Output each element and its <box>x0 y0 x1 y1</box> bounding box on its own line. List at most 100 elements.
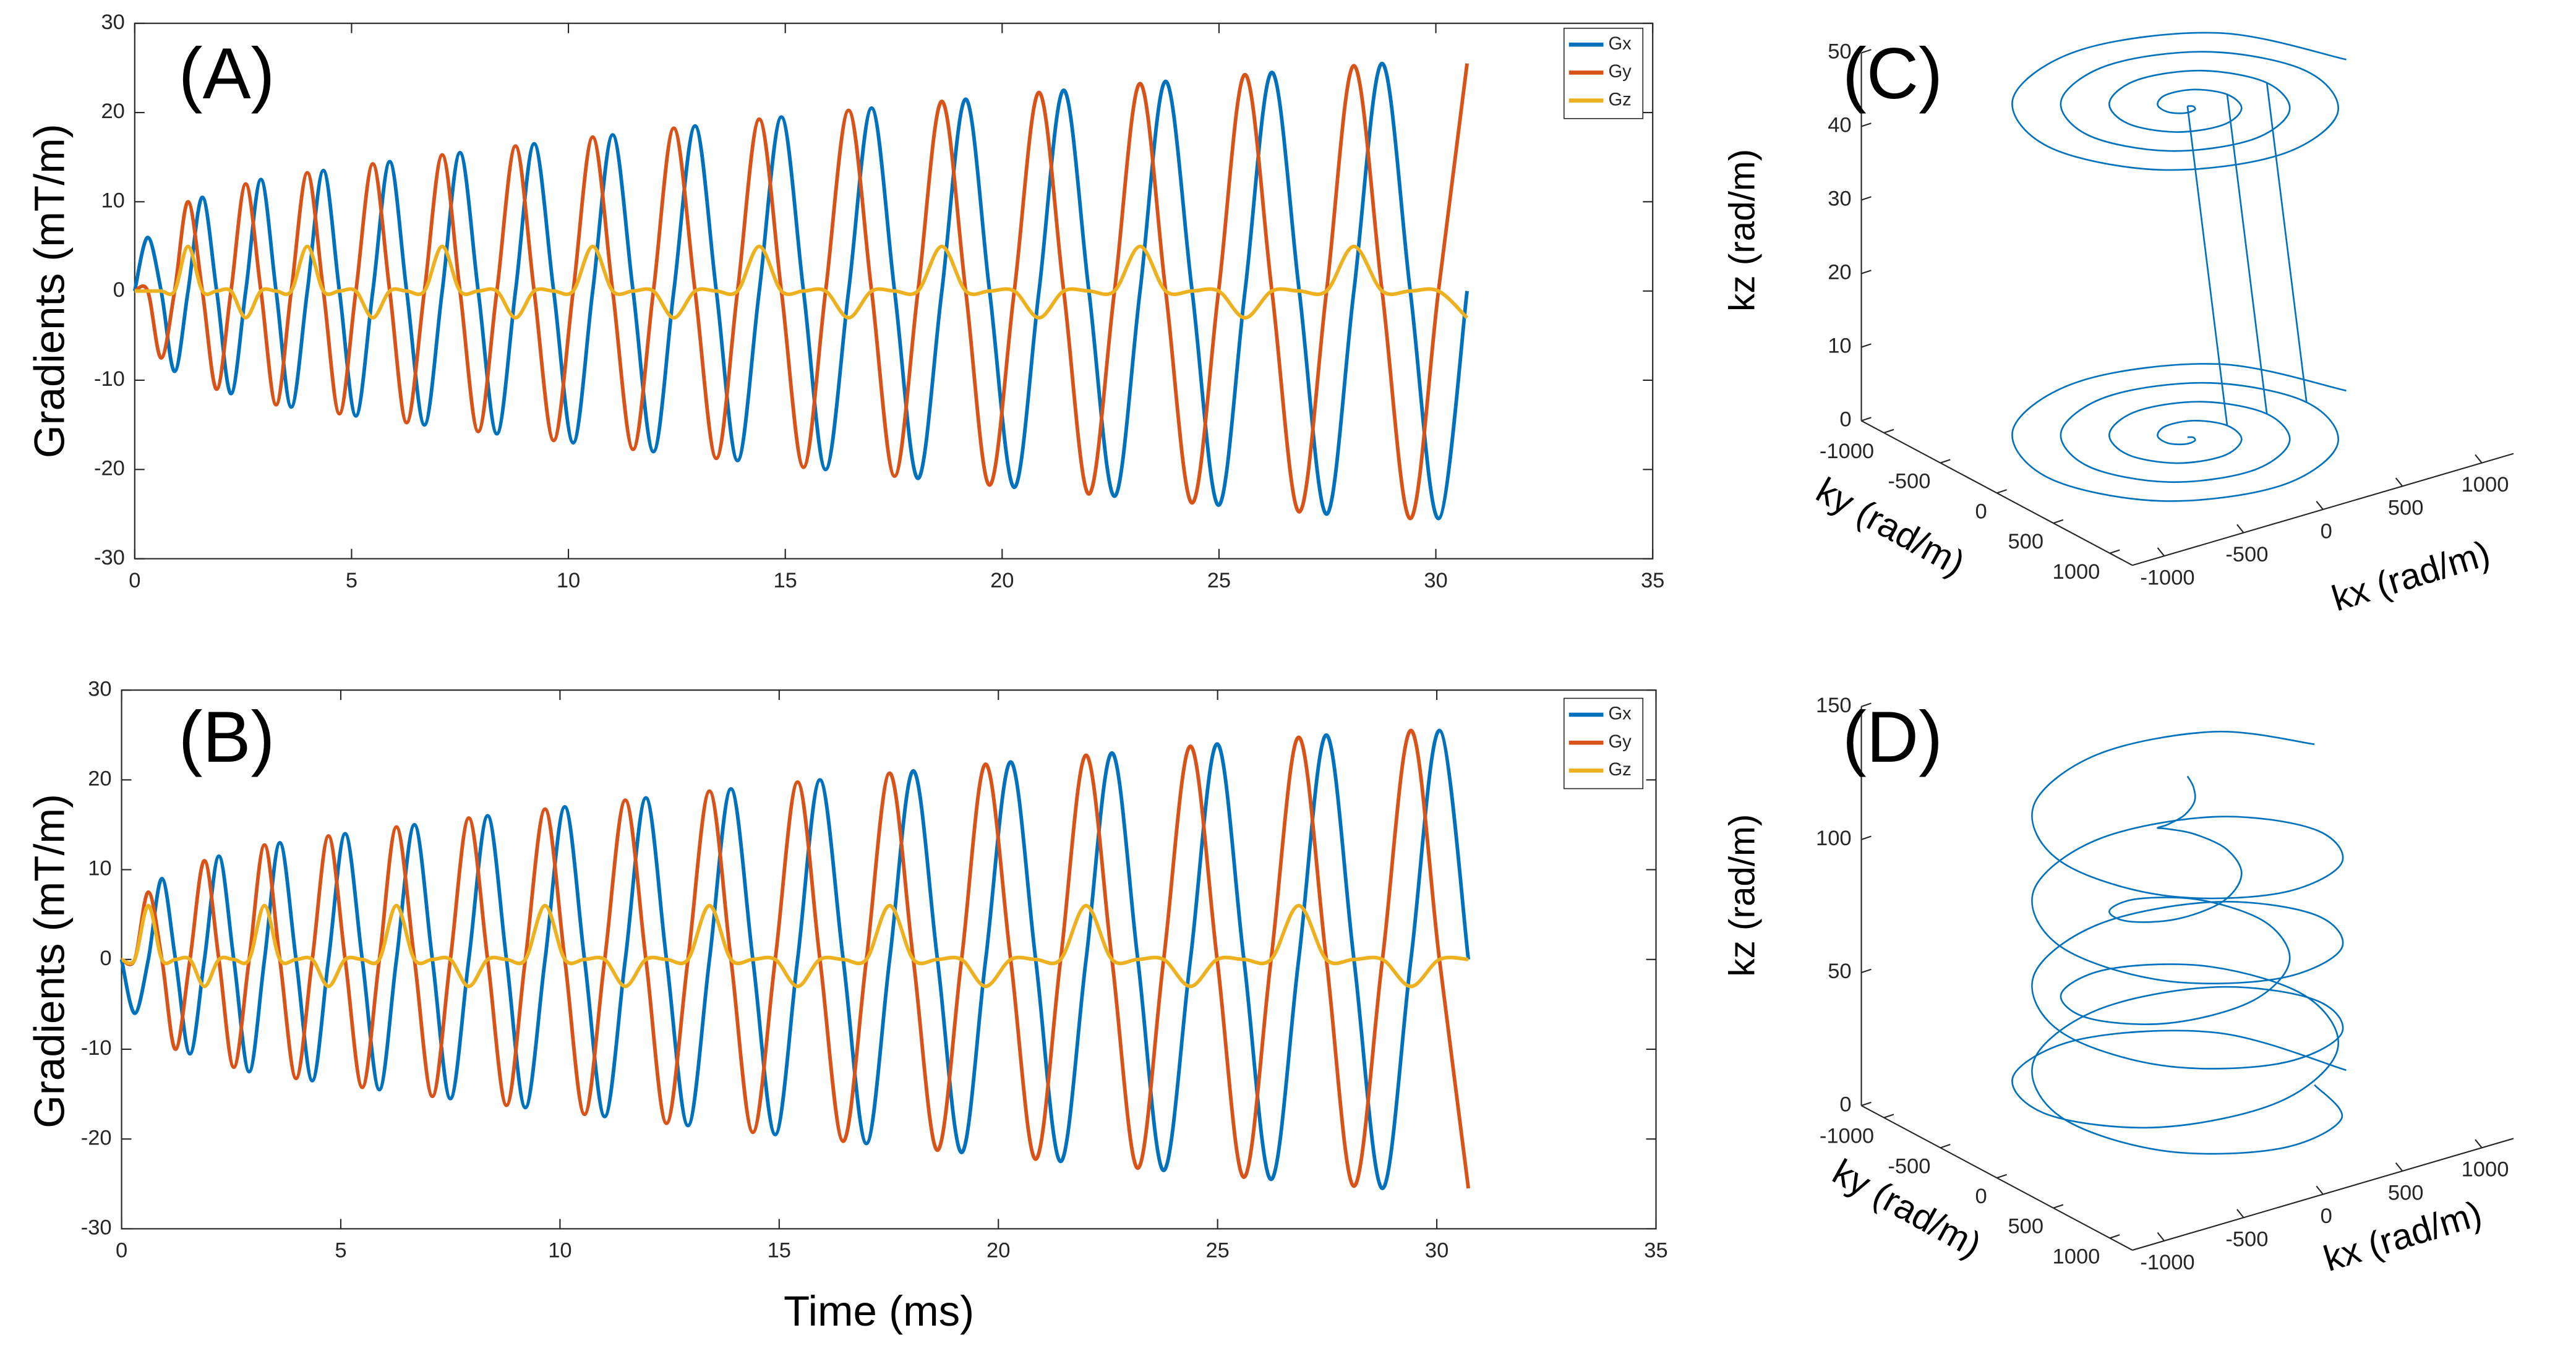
x-tick-label: 35 <box>1644 1239 1667 1263</box>
x-tick-label: -500 <box>2225 543 2268 566</box>
x-tick-label: 0 <box>2321 519 2332 543</box>
legend-label: Gy <box>1608 62 1632 82</box>
x-tick-label: 20 <box>990 569 1014 592</box>
y-tick-label: -30 <box>94 546 125 569</box>
x-tick-label: 15 <box>768 1239 791 1263</box>
z-tick <box>1861 49 1872 54</box>
x-tick-label: 25 <box>1205 1239 1229 1263</box>
x-tick <box>2236 524 2244 534</box>
y-tick <box>1883 1114 1894 1118</box>
series-line <box>119 728 1471 1190</box>
y-tick-label: 0 <box>1975 1185 1987 1208</box>
y-axis-label: Gradients (mT/m) <box>25 124 73 458</box>
x-tick <box>2157 1232 2165 1242</box>
trajectory <box>2011 775 2347 1129</box>
x-tick <box>2475 1139 2483 1149</box>
legend: Gx Gy Gz <box>1563 27 1644 119</box>
z-tick <box>1861 835 1872 840</box>
x-tick-label: 0 <box>2321 1204 2332 1228</box>
x-axis-label: kx (rad/m) <box>2327 533 2494 619</box>
trajectory <box>2011 32 2347 171</box>
y-tick-label: -1000 <box>1820 440 1874 463</box>
y-tick-label: 1000 <box>2053 560 2100 584</box>
x-tick-label: 35 <box>1641 569 1664 592</box>
x-tick-label: 500 <box>2388 496 2424 520</box>
panel-label: (D) <box>1842 696 1943 777</box>
y-tick <box>1996 489 2007 494</box>
y-tick-label: 0 <box>113 278 125 302</box>
legend: Gx Gy Gz <box>1563 697 1644 790</box>
legend-label: Gz <box>1608 90 1631 109</box>
x-tick-label: -1000 <box>2140 1251 2194 1274</box>
trajectory <box>2186 106 2228 426</box>
series-line <box>134 63 1469 521</box>
x-tick-label: 5 <box>346 569 357 592</box>
x-tick-label: 10 <box>548 1239 571 1263</box>
y-tick-label: 10 <box>101 189 124 212</box>
x-tick <box>2395 1162 2403 1172</box>
x-tick-label: 10 <box>557 569 580 592</box>
y-tick-label: -10 <box>81 1036 112 1060</box>
panel-label: (C) <box>1842 33 1943 114</box>
z-tick-label: 50 <box>1828 40 1851 64</box>
y-tick <box>1996 1174 2007 1179</box>
x-tick-label: -500 <box>2225 1228 2268 1251</box>
x-axis-label: kx (rad/m) <box>2319 1193 2486 1279</box>
z-axis-label: kz (rad/m) <box>1722 814 1762 977</box>
y-tick-label: 20 <box>88 767 111 790</box>
y-tick <box>2109 549 2120 554</box>
y-tick-label: -20 <box>94 456 125 480</box>
y-tick <box>2053 1204 2064 1209</box>
y-tick <box>2109 1234 2120 1239</box>
y-tick-label: 20 <box>101 100 124 123</box>
z-tick <box>1861 417 1872 422</box>
z-tick-label: 10 <box>1828 334 1851 358</box>
series-line <box>121 903 1469 989</box>
y-tick-label: -500 <box>1888 1154 1930 1178</box>
trajectory <box>2011 363 2347 502</box>
y-tick-label: -500 <box>1888 470 1930 493</box>
x-tick-label: 0 <box>129 569 140 592</box>
x-tick-label: 500 <box>2388 1181 2424 1204</box>
y-tick <box>1883 428 1894 434</box>
z-tick-label: 0 <box>1839 1093 1851 1116</box>
z-tick-label: 100 <box>1816 827 1852 850</box>
x-tick-label: 30 <box>1425 1239 1448 1263</box>
legend-label: Gy <box>1608 732 1632 752</box>
x-tick <box>2316 1185 2324 1195</box>
z-tick-label: 50 <box>1828 960 1851 983</box>
x-tick <box>2395 477 2403 487</box>
y-tick-label: 30 <box>88 677 111 701</box>
y-tick-label: -10 <box>94 367 125 391</box>
panel-label: (A) <box>179 33 275 114</box>
legend-label: Gx <box>1608 704 1632 724</box>
y-tick-label: -1000 <box>1820 1125 1874 1148</box>
trajectory <box>2266 82 2308 403</box>
series-line <box>132 61 1469 521</box>
y-tick-label: 0 <box>100 947 111 970</box>
z-tick <box>1861 343 1872 348</box>
panel-label: (B) <box>179 696 275 777</box>
y-tick-label: 0 <box>1975 500 1987 523</box>
x-tick-label: 30 <box>1424 569 1447 592</box>
x-tick-label: 25 <box>1207 569 1231 592</box>
z-tick <box>1861 702 1872 707</box>
y-tick-label: 10 <box>88 857 111 880</box>
x-tick <box>2157 547 2165 556</box>
x-tick <box>2316 501 2324 510</box>
x-tick <box>2475 454 2483 464</box>
z-tick-label: 40 <box>1828 114 1851 137</box>
z-axis-label: kz (rad/m) <box>1722 149 1762 312</box>
x-axis-label: Time (ms) <box>784 1287 974 1335</box>
z-tick <box>1861 968 1872 974</box>
z-tick-label: 30 <box>1828 187 1851 211</box>
z-tick-label: 20 <box>1828 261 1851 284</box>
legend-label: Gx <box>1608 34 1632 54</box>
x-tick-label: -1000 <box>2140 566 2194 590</box>
x-tick-label: 1000 <box>2462 1158 2509 1182</box>
y-tick-label: -20 <box>81 1126 112 1149</box>
z-tick <box>1861 196 1872 201</box>
y-tick-label: -30 <box>81 1216 112 1240</box>
z-tick-label: 0 <box>1839 408 1851 432</box>
